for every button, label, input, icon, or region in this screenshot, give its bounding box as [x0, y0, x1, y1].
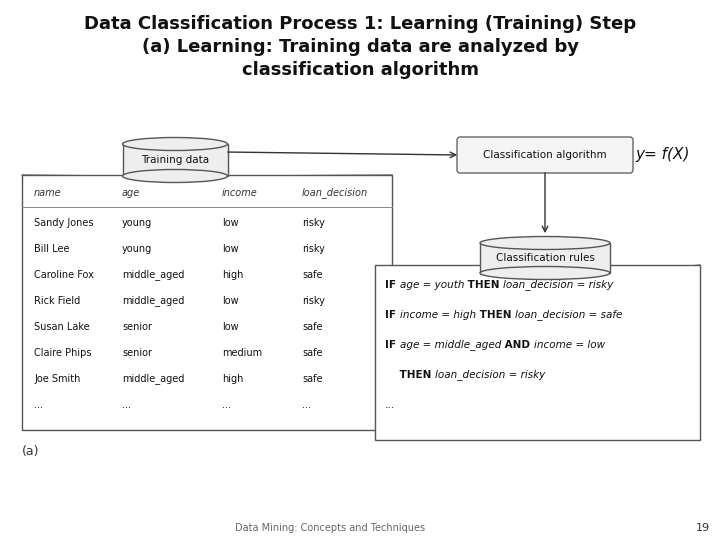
Text: safe: safe	[302, 270, 323, 280]
Text: AND: AND	[501, 340, 534, 350]
Text: loan_decision: loan_decision	[302, 187, 368, 199]
Text: senior: senior	[122, 348, 152, 358]
Text: Joe Smith: Joe Smith	[34, 374, 81, 384]
Text: Caroline Fox: Caroline Fox	[34, 270, 94, 280]
Text: ...: ...	[302, 400, 311, 410]
Text: low: low	[222, 218, 238, 228]
Text: safe: safe	[302, 374, 323, 384]
Text: y= f(X): y= f(X)	[636, 147, 690, 163]
Text: ...: ...	[385, 400, 395, 410]
Text: IF: IF	[385, 310, 400, 320]
Text: THEN: THEN	[385, 370, 435, 380]
Text: loan_decision = safe: loan_decision = safe	[515, 309, 622, 320]
Text: young: young	[122, 244, 152, 254]
Text: Classification rules: Classification rules	[495, 253, 595, 263]
Text: (a): (a)	[22, 446, 40, 458]
Ellipse shape	[480, 237, 610, 249]
FancyBboxPatch shape	[457, 137, 633, 173]
Text: middle_aged: middle_aged	[122, 295, 184, 307]
Bar	[375, 265, 700, 440]
Text: middle_aged: middle_aged	[122, 374, 184, 384]
Text: low: low	[222, 322, 238, 332]
Text: IF: IF	[385, 280, 400, 290]
Text: low: low	[222, 244, 238, 254]
Text: low: low	[222, 296, 238, 306]
Text: ...: ...	[122, 400, 131, 410]
Text: risky: risky	[302, 244, 325, 254]
Text: Sandy Jones: Sandy Jones	[34, 218, 94, 228]
Text: Rick Field: Rick Field	[34, 296, 80, 306]
Text: risky: risky	[302, 218, 325, 228]
Text: Classification algorithm: Classification algorithm	[483, 150, 607, 160]
Text: medium: medium	[222, 348, 262, 358]
Bar	[480, 243, 610, 273]
Text: young: young	[122, 218, 152, 228]
Text: THEN: THEN	[464, 280, 503, 290]
Text: THEN: THEN	[476, 310, 515, 320]
Bar	[122, 144, 228, 176]
Text: age = middle_aged: age = middle_aged	[400, 340, 501, 350]
Text: income = high: income = high	[400, 310, 476, 320]
Text: middle_aged: middle_aged	[122, 269, 184, 280]
Text: Data Classification Process 1: Learning (Training) Step
(a) Learning: Training d: Data Classification Process 1: Learning …	[84, 15, 636, 79]
Text: loan_decision = risky: loan_decision = risky	[435, 369, 545, 381]
Text: safe: safe	[302, 348, 323, 358]
Text: ...: ...	[34, 400, 43, 410]
Text: high: high	[222, 270, 243, 280]
Text: Bill Lee: Bill Lee	[34, 244, 70, 254]
Text: Data Mining: Concepts and Techniques: Data Mining: Concepts and Techniques	[235, 523, 425, 533]
Bar	[22, 175, 392, 430]
Text: income = low: income = low	[534, 340, 605, 350]
Ellipse shape	[122, 170, 228, 183]
Text: Training data: Training data	[141, 155, 209, 165]
Text: risky: risky	[302, 296, 325, 306]
Text: ...: ...	[222, 400, 231, 410]
Text: IF: IF	[385, 340, 400, 350]
Text: senior: senior	[122, 322, 152, 332]
Text: Susan Lake: Susan Lake	[34, 322, 89, 332]
Ellipse shape	[480, 267, 610, 280]
Text: high: high	[222, 374, 243, 384]
Text: Claire Phips: Claire Phips	[34, 348, 91, 358]
Text: income: income	[222, 188, 258, 198]
Text: age = youth: age = youth	[400, 280, 464, 290]
Text: name: name	[34, 188, 62, 198]
Text: age: age	[122, 188, 140, 198]
Text: safe: safe	[302, 322, 323, 332]
Text: 19: 19	[696, 523, 710, 533]
Ellipse shape	[122, 138, 228, 151]
Text: loan_decision = risky: loan_decision = risky	[503, 280, 613, 291]
